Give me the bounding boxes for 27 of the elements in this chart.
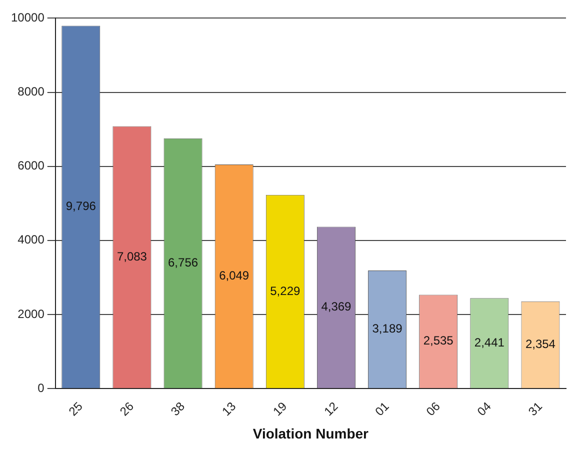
- data-label: 2,354: [525, 337, 556, 352]
- y-tick-label: 0: [38, 380, 45, 395]
- x-tick-label: 06: [423, 399, 444, 419]
- y-tick-label: 4000: [18, 232, 45, 247]
- data-label: 4,369: [321, 300, 352, 314]
- x-tick-label: 12: [321, 399, 341, 419]
- y-tick-label: 2000: [18, 306, 45, 321]
- x-tick-label: 13: [219, 399, 239, 419]
- x-tick-label: 25: [66, 399, 86, 419]
- data-label: 3,189: [372, 322, 403, 336]
- x-tick-label: 01: [372, 399, 392, 419]
- x-tick-label: 04: [474, 399, 494, 419]
- data-label: 6,049: [219, 268, 250, 283]
- x-axis-title: Violation Number: [252, 425, 370, 442]
- x-tick-label: 31: [526, 399, 546, 419]
- data-label: 9,796: [66, 199, 96, 214]
- x-tick-label: 26: [117, 399, 137, 419]
- data-label: 6,756: [168, 256, 198, 270]
- data-label: 2,441: [474, 335, 505, 350]
- data-label: 5,229: [270, 284, 300, 298]
- x-tick-label: 19: [270, 399, 290, 419]
- y-tick-label: 10000: [10, 10, 45, 25]
- y-tick-label: 6000: [18, 158, 45, 173]
- x-tick-label: 38: [168, 399, 188, 419]
- data-label: 7,083: [116, 249, 148, 264]
- data-label: 2,535: [423, 334, 454, 348]
- y-tick-label: 8000: [18, 84, 45, 99]
